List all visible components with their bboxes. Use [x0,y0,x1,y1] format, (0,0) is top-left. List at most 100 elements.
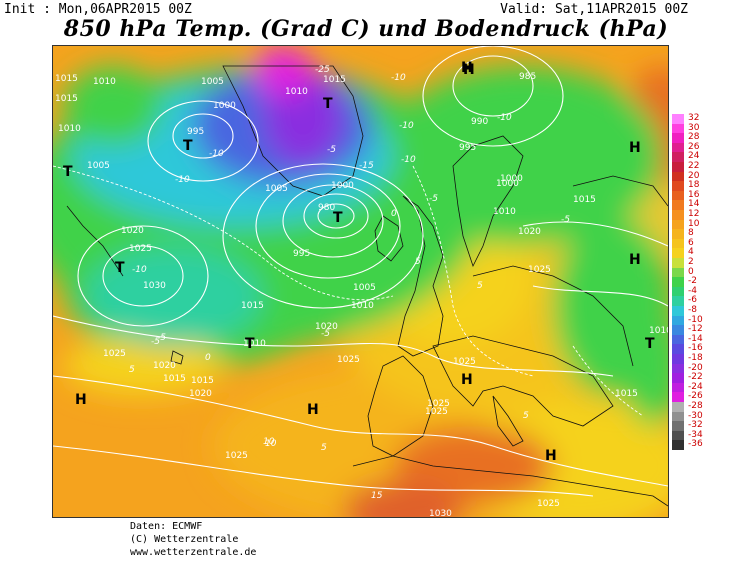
isotherm-label: 15 [371,491,383,501]
isobar-label: 1015 [241,301,264,311]
colorbar-tick-label: -36 [688,439,703,450]
isobar-label: 1020 [121,226,144,236]
isobar-label: 1000 [496,179,519,189]
isobar-label: 1025 [425,407,448,417]
isotherm-label: 5 [129,365,135,375]
credit-copyright: (C) Wetterzentrale [130,534,239,545]
isotherm-label: -5 [561,215,570,225]
high-pressure-marker: H [629,252,641,268]
isobar-label: 985 [519,72,536,82]
high-pressure-marker: H [461,372,473,388]
colorbar-tick-label: 2 [688,257,694,267]
colorbar-swatch [672,229,684,240]
isotherm-label: -15 [359,161,374,171]
low-pressure-marker: T [115,260,125,276]
pressure-labels: 1015 1010 1005 1000 995 1015 1010 1005 1… [55,72,668,517]
isobar-label: 1015 [191,376,214,386]
isobar-label: 995 [187,127,204,137]
isobar-label: 1010 [243,339,266,349]
isotherm-label: 0 [391,209,397,219]
low-pressure-marker: T [63,164,73,180]
colorbar-tick-label: -26 [688,391,703,402]
isotherm-label: 5 [523,411,529,421]
colorbar-swatch [672,258,684,269]
colorbar-swatch [672,133,684,144]
colorbar-tick-label: 6 [688,237,694,248]
isobar-label: 1015 [323,75,346,85]
isobar-label: 1020 [153,361,176,371]
colorbar-swatch [672,210,684,221]
high-pressure-marker: H [545,448,557,464]
isobar-label: 1010 [93,77,116,87]
colorbar-tick-label: -2 [688,276,697,287]
colorbar-swatch [672,334,684,345]
isotherm-label: 5 [415,257,421,267]
colorbar-tick-label: -6 [688,295,697,306]
low-pressure-marker: T [183,138,193,154]
isobar-label: 1010 [351,301,374,311]
colorbar-tick-label: 20 [688,170,700,181]
colorbar-swatch [672,114,684,125]
low-pressure-marker: T [323,96,333,112]
temperature-colorbar [672,114,684,451]
colorbar-swatch [672,325,684,336]
isobar-label: 1015 [55,74,78,84]
colorbar-tick-label: 22 [688,161,700,171]
colorbar-tick-label: 30 [688,122,700,133]
isotherm-label: -10 [497,113,512,123]
isobar-label: 1030 [143,281,166,291]
isotherm-label: -5 [327,145,336,155]
isotherm-label: -5 [157,333,166,343]
isobar-label: 1030 [429,509,452,517]
colorbar-tick-label: 16 [688,189,700,200]
isotherms [53,165,644,417]
isobar-label: 1025 [225,451,248,461]
colorbar-tick-label: 14 [688,199,700,210]
colorbar-swatch [672,421,684,432]
isotherm-label: -10 [391,73,406,83]
isobar-label: 1015 [615,389,638,399]
colorbar-swatch [672,286,684,297]
colorbar-tick-label: -14 [688,333,703,344]
high-pressure-marker: H [629,140,641,156]
colorbar-tick-label: 8 [688,228,694,239]
isobar-label: 1020 [315,322,338,332]
isotherm-label: 5 [321,443,327,453]
isotherm-label: -25 [315,65,330,75]
colorbar-tick-label: -22 [688,372,703,383]
isobar-label: 990 [471,117,488,127]
colorbar-swatch [672,200,684,211]
colorbar-tick-label: 4 [688,247,694,258]
isobar-label: 1000 [331,181,354,191]
colorbar-tick-label: 18 [688,180,700,191]
colorbar-swatch [672,181,684,192]
colorbar-swatch [672,171,684,182]
colorbar-swatch [672,363,684,374]
colorbar-tick-label: 12 [688,209,700,219]
colorbar-tick-label: 24 [688,151,700,162]
isotherm-label: -10 [132,265,147,275]
init-time: Init : Mon,06APR2015 00Z [4,2,192,17]
isobar-label: 1010 [285,87,308,97]
pressure-centers: T T T T T H H H H H H T T H H [63,60,655,464]
isobar-label: 1000 [500,174,523,184]
coastlines [66,65,668,507]
colorbar-swatch [672,142,684,153]
colorbar-swatch [672,430,684,441]
colorbar-tick-label: -34 [688,429,703,440]
isobar-label: 995 [459,143,476,153]
isobar-label: 1005 [265,184,288,194]
colorbar-tick-label: 0 [688,266,694,277]
colorbar-swatch [672,402,684,413]
colorbar-tick-label: -12 [688,324,703,335]
high-pressure-marker: H [75,392,87,408]
colorbar-tick-label: -20 [688,362,703,373]
colorbar-swatch [672,238,684,249]
isotherm-label: -5 [429,194,438,204]
isotherm-label: 10 [263,437,275,447]
colorbar-tick-label: 10 [688,218,700,229]
temperature-shading [53,46,668,517]
weather-map: 1015 1010 1005 1000 995 1015 1010 1005 1… [52,45,669,518]
isotherm-label: -5 [321,329,330,339]
colorbar-tick-label: -16 [688,343,703,354]
